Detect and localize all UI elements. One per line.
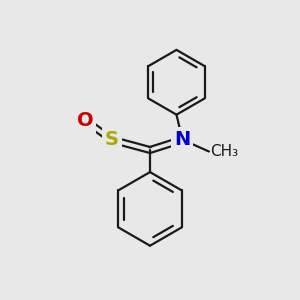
Text: O: O bbox=[77, 111, 94, 130]
Text: N: N bbox=[174, 130, 190, 149]
Text: CH₃: CH₃ bbox=[210, 144, 238, 159]
Text: S: S bbox=[105, 130, 119, 149]
